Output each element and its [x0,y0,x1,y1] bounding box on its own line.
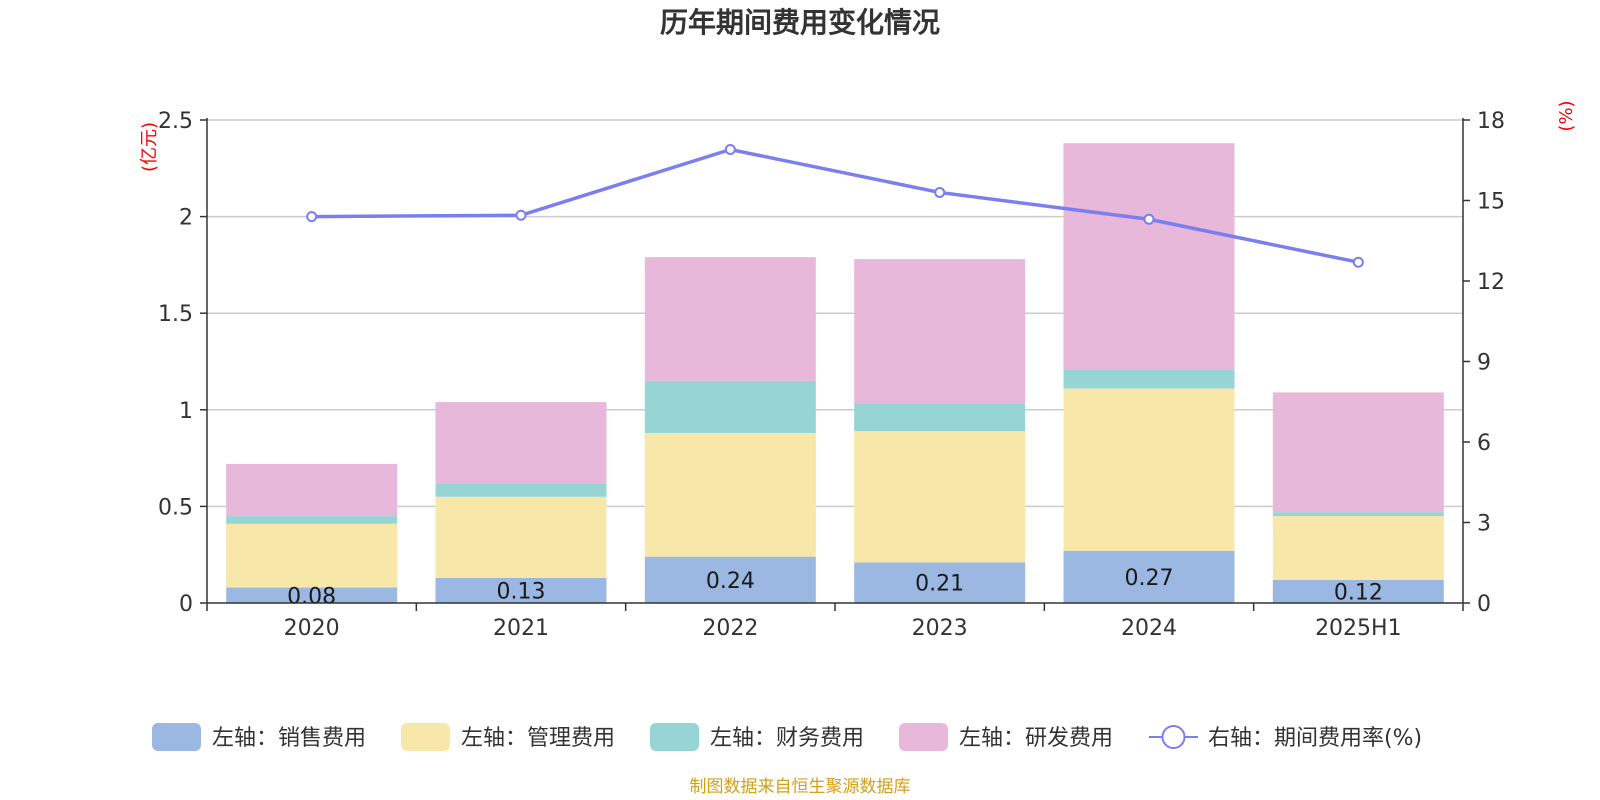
x-tick-label: 2023 [912,616,968,641]
bar-sales-2024[interactable] [1063,550,1235,603]
bar-finance-2022[interactable] [644,380,816,433]
x-tick-label: 2020 [284,616,340,641]
bar-finance-2021[interactable] [435,483,607,497]
x-tick-label: 2021 [493,616,549,641]
bar-finance-2023[interactable] [854,404,1026,432]
bar-admin-2024[interactable] [1063,388,1235,551]
y-left-tick-label: 0 [179,592,193,617]
bar-admin-2023[interactable] [854,431,1026,563]
bar-admin-2025H1[interactable] [1272,516,1444,580]
bar-finance-2025H1[interactable] [1272,512,1444,517]
y-right-tick-label: 3 [1477,512,1491,537]
legend-label-sales[interactable]: 左轴：销售费用 [212,726,366,751]
bar-rnd-2020[interactable] [226,463,398,517]
bar-sales-2025H1[interactable] [1272,579,1444,603]
rate-point-2023[interactable] [934,186,946,198]
bar-sales-2020[interactable] [226,587,398,603]
bar-sales-2021[interactable] [435,577,607,603]
y-right-unit-label: (%) [1556,100,1577,131]
axis-layer: 0 0.5 1 1.5 2 2.5 0 3 6 9 12 15 18 2020 2021 2022 2023 20… [139,100,1577,641]
x-tick-label: 2024 [1121,616,1177,641]
line-layer [306,144,1364,268]
bar-rnd-2024[interactable] [1063,143,1235,370]
bar-finance-2020[interactable] [226,516,398,524]
source-note: 制图数据来自恒生聚源数据库 [690,777,911,797]
y-left-tick-label: 2 [179,206,193,231]
bar-rnd-2025H1[interactable] [1272,392,1444,513]
y-right-tick-label: 15 [1477,190,1505,215]
rate-point-2025H1[interactable] [1352,256,1364,268]
rate-point-2024[interactable] [1143,213,1155,225]
data-label-sales: 0.08 [287,584,336,609]
y-right-tick-label: 12 [1477,270,1505,295]
bar-rnd-2022[interactable] [644,257,816,381]
legend-swatch-admin[interactable] [401,723,450,751]
y-left-tick-label: 1.5 [158,302,193,327]
legend-label-rnd[interactable]: 左轴：研发费用 [959,726,1113,751]
bar-layer [226,143,1444,603]
rate-point-2021[interactable] [515,209,527,221]
y-right-tick-label: 6 [1477,431,1491,456]
rate-line [311,147,1359,264]
data-label-sales: 0.21 [915,572,964,597]
legend-swatch-rnd[interactable] [899,723,948,751]
data-label-sales: 0.24 [706,569,755,594]
bar-admin-2022[interactable] [644,432,816,557]
bar-rnd-2021[interactable] [435,402,607,484]
y-left-unit-label: (亿元) [139,122,160,172]
bar-sales-2022[interactable] [644,556,816,603]
y-left-tick-label: 1 [179,399,193,424]
chart-title: 历年期间费用变化情况 [660,6,940,39]
legend-swatch-sales[interactable] [152,723,201,751]
rate-point-2020[interactable] [306,211,318,223]
x-tick-label: 2025H1 [1315,616,1402,641]
data-label-sales: 0.13 [497,579,546,604]
y-left-tick-label: 0.5 [158,495,193,520]
y-right-tick-label: 0 [1477,592,1491,617]
x-tick-label: 2022 [702,616,758,641]
legend-label-finance[interactable]: 左轴：财务费用 [710,726,864,751]
bar-rnd-2023[interactable] [854,259,1026,405]
bar-admin-2021[interactable] [435,496,607,578]
data-label-layer: 0.08 0.13 0.24 0.21 0.27 0.12 [287,566,1383,609]
legend: 左轴：销售费用 左轴：管理费用 左轴：财务费用 左轴：研发费用 右轴：期间费用率(%) [152,723,1422,751]
bar-finance-2024[interactable] [1063,369,1235,389]
bar-sales-2023[interactable] [854,562,1026,603]
data-label-sales: 0.12 [1334,580,1383,605]
y-right-tick-label: 18 [1477,109,1505,134]
rate-point-2022[interactable] [724,144,736,156]
legend-label-admin[interactable]: 左轴：管理费用 [461,726,615,751]
legend-swatch-finance[interactable] [650,723,699,751]
y-left-tick-label: 2.5 [158,109,193,134]
legend-marker-rate[interactable] [1161,725,1186,749]
legend-label-rate[interactable]: 右轴：期间费用率(%) [1208,726,1422,751]
data-label-sales: 0.27 [1125,566,1174,591]
bar-admin-2020[interactable] [226,523,398,588]
y-right-tick-label: 9 [1477,351,1491,376]
